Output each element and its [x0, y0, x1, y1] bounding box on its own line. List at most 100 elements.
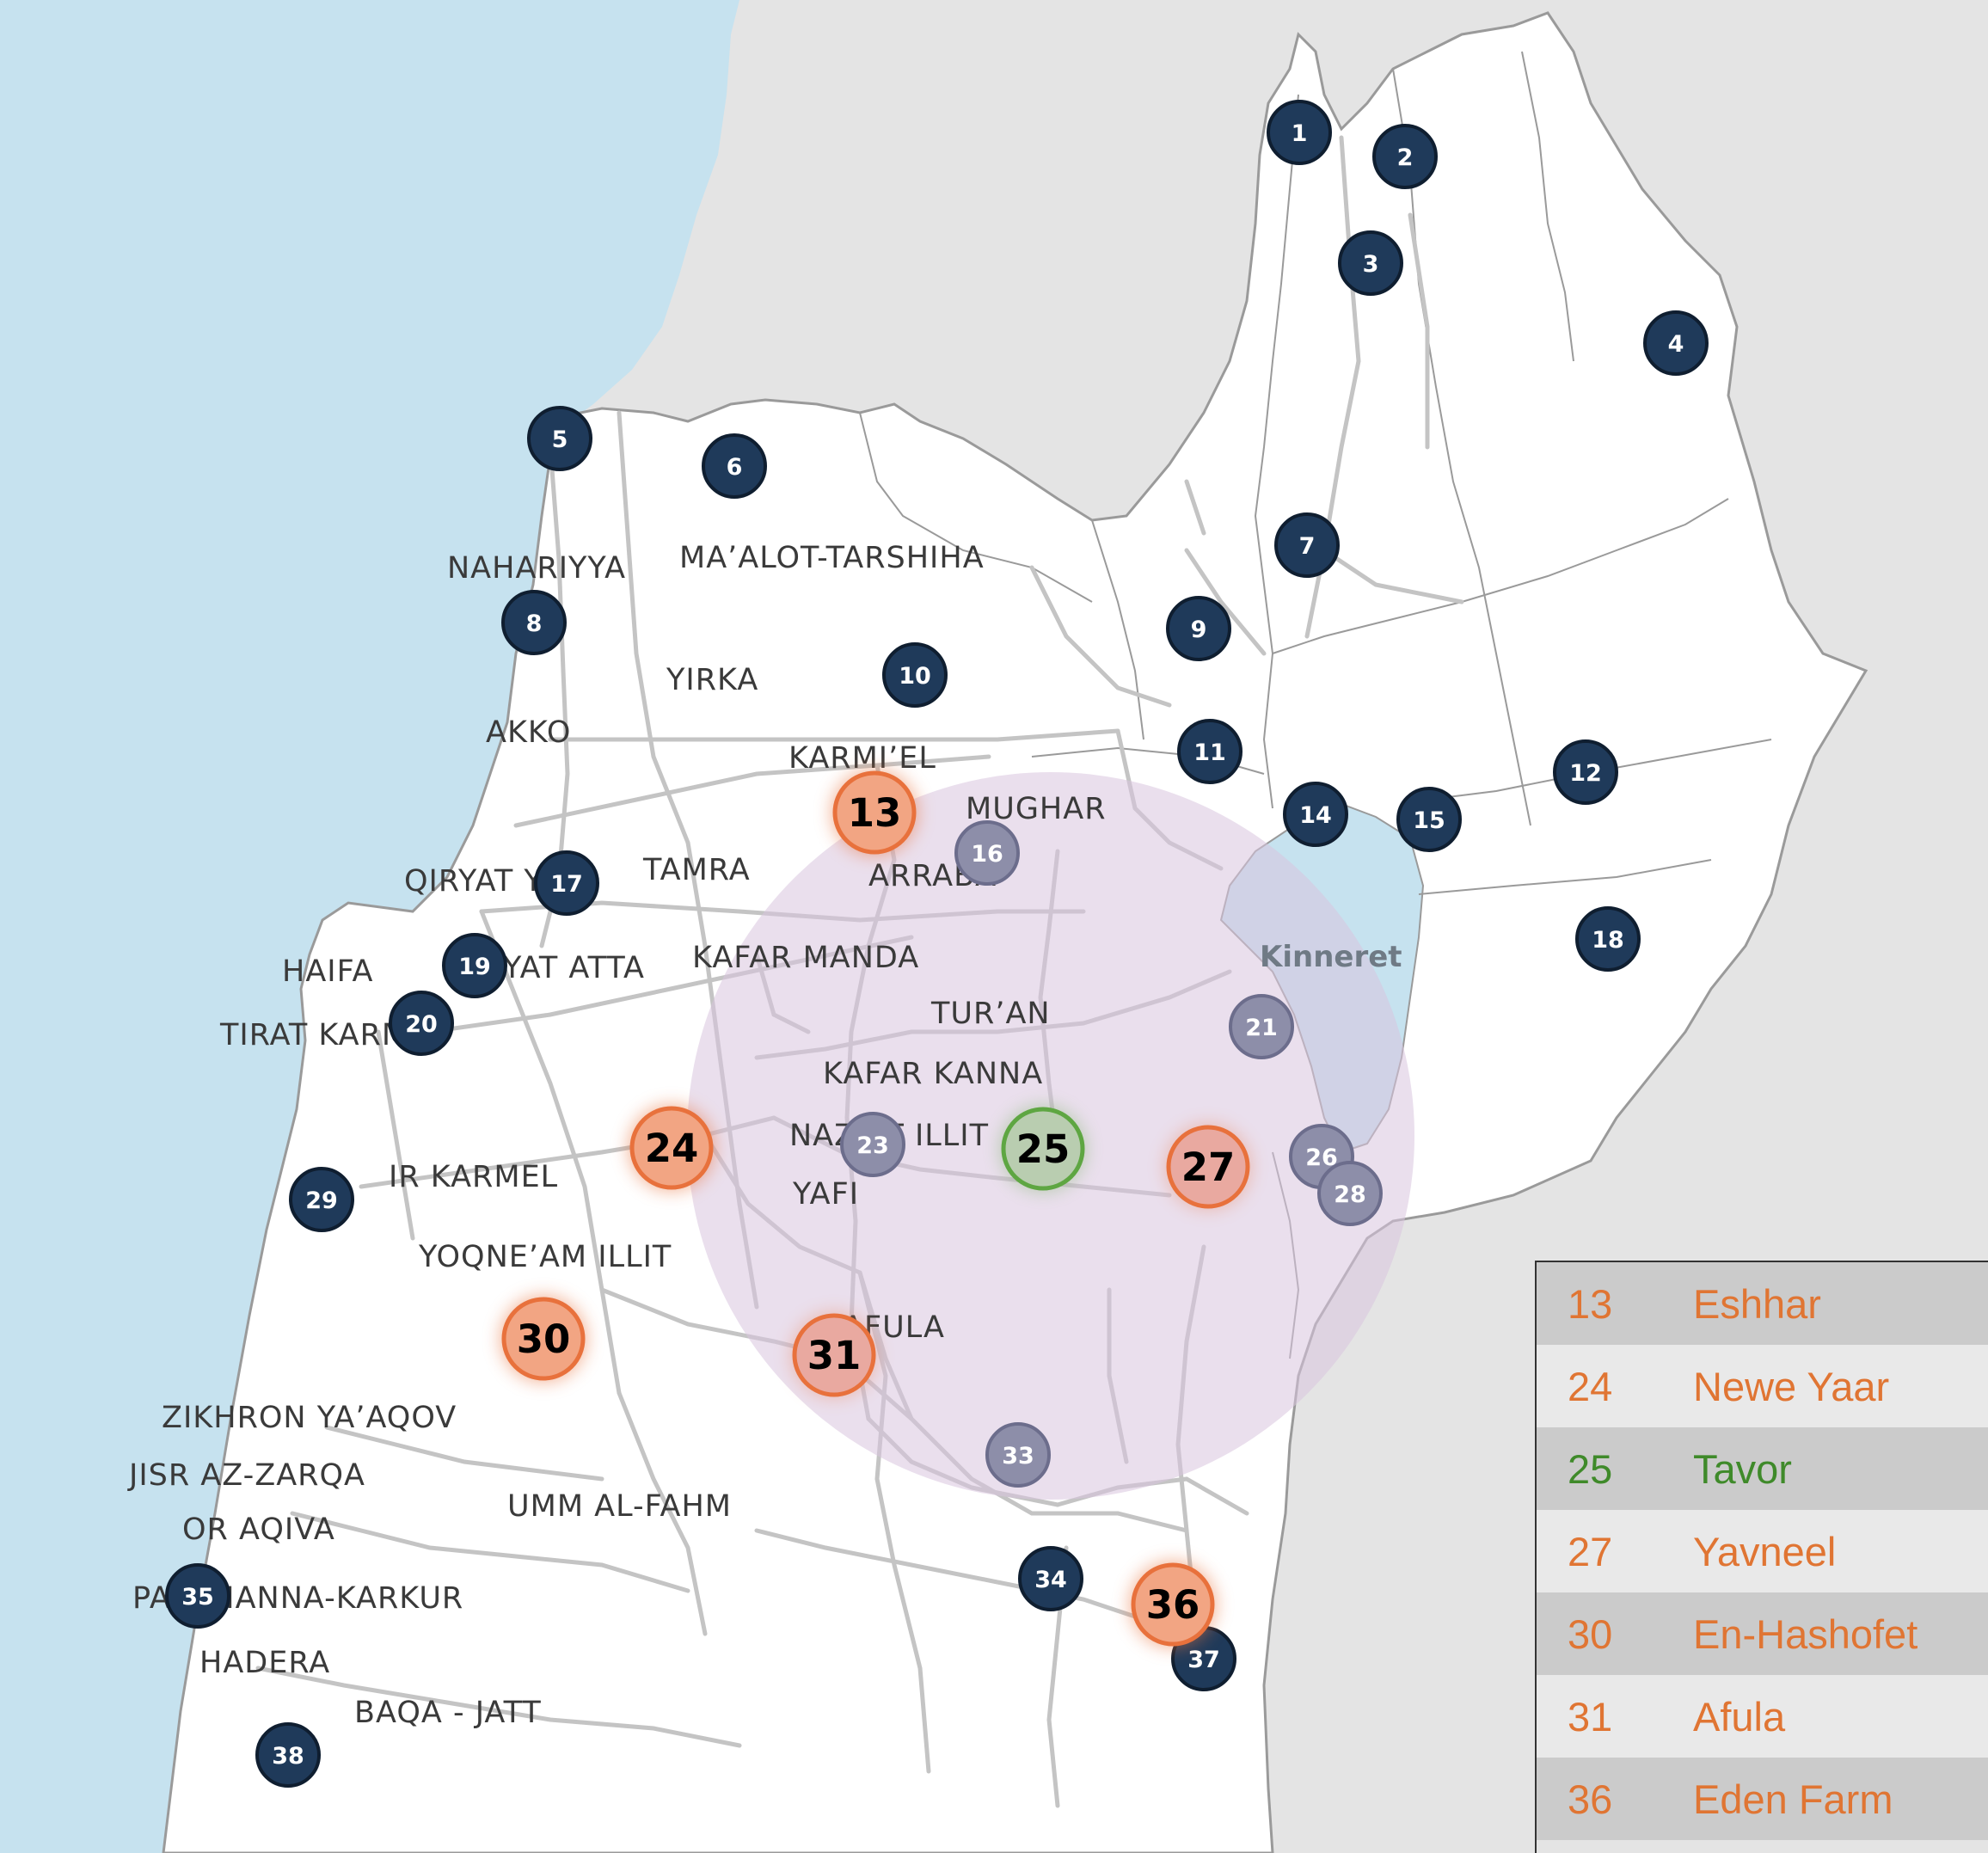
site-marker-14[interactable]: 14 — [1283, 782, 1348, 847]
site-marker-number: 1 — [1292, 120, 1308, 147]
site-marker-19[interactable]: 19 — [442, 933, 507, 998]
site-marker-20[interactable]: 20 — [389, 991, 454, 1056]
site-marker-circle — [527, 406, 592, 471]
site-marker-16[interactable]: 16 — [954, 820, 1020, 886]
site-marker-circle — [442, 933, 507, 998]
site-marker-number: 29 — [305, 1187, 338, 1214]
legend-table: 13 Eshhar 24 Newe Yaar 25 Tavor 27 Yavneel 30 En-… — [1535, 1261, 1988, 1853]
site-marker-11[interactable]: 11 — [1177, 719, 1242, 784]
legend-row: 25 Tavor — [1537, 1427, 1988, 1510]
highlighted-site-27[interactable]: 27 — [1165, 1124, 1251, 1210]
highlighted-site-13[interactable]: 13 — [831, 770, 917, 856]
legend-site-name: Afula — [1693, 1693, 1786, 1739]
site-marker-number: 20 — [405, 1011, 438, 1038]
legend-row: 30 En-Hashofet — [1537, 1592, 1988, 1675]
place-label-yoqneam: YOQNE’AM ILLIT — [418, 1240, 672, 1274]
site-marker-number: 12 — [1569, 760, 1602, 787]
site-marker-6[interactable]: 6 — [702, 433, 767, 499]
site-marker-number: 33 — [1002, 1443, 1034, 1470]
site-marker-number: 28 — [1334, 1181, 1366, 1208]
site-marker-circle — [882, 642, 948, 708]
place-label-karmiel: KARMI’EL — [788, 741, 936, 776]
site-marker-21[interactable]: 21 — [1229, 994, 1294, 1059]
site-marker-38[interactable]: 38 — [255, 1722, 321, 1788]
highlight-circle — [832, 770, 917, 855]
site-marker-35[interactable]: 35 — [165, 1563, 230, 1629]
site-marker-2[interactable]: 2 — [1372, 124, 1438, 189]
site-marker-circle — [985, 1422, 1051, 1488]
lake-label: Kinneret — [1260, 940, 1402, 974]
place-label-oraqiva: OR AQIVA — [182, 1512, 335, 1547]
legend-number: 24 — [1568, 1363, 1613, 1409]
site-marker-circle — [1338, 230, 1403, 296]
place-label-maalot: MA’ALOT-TARSHIHA — [679, 541, 985, 575]
place-label-yirka: YIRKA — [666, 663, 758, 697]
site-marker-number: 38 — [272, 1743, 304, 1770]
highlight-circle — [1001, 1107, 1085, 1191]
highlight-number: 30 — [517, 1316, 571, 1362]
site-marker-15[interactable]: 15 — [1396, 787, 1462, 852]
site-marker-18[interactable]: 18 — [1575, 906, 1641, 972]
highlight-number: 31 — [807, 1333, 862, 1378]
highlight-number: 25 — [1016, 1126, 1071, 1172]
legend-number: 25 — [1568, 1445, 1613, 1492]
site-marker-number: 18 — [1592, 927, 1624, 954]
site-marker-circle — [389, 991, 454, 1056]
site-marker-34[interactable]: 34 — [1018, 1546, 1083, 1611]
site-marker-7[interactable]: 7 — [1274, 512, 1340, 578]
site-marker-number: 10 — [899, 663, 931, 690]
place-label-haifa: HAIFA — [282, 954, 373, 989]
highlighted-site-30[interactable]: 30 — [500, 1296, 586, 1382]
site-marker-12[interactable]: 12 — [1553, 739, 1618, 805]
site-marker-number: 23 — [856, 1132, 889, 1159]
site-marker-28[interactable]: 28 — [1317, 1161, 1383, 1226]
place-label-hadera: HADERA — [199, 1646, 330, 1680]
sea — [0, 0, 739, 1853]
highlight-number: 27 — [1181, 1144, 1236, 1190]
place-labels: NAHARIYYA MA’ALOT-TARSHIHA YIRKA AKKO KARMI’… — [127, 541, 1106, 1730]
site-marker-number: 21 — [1245, 1015, 1278, 1041]
site-marker-circle — [1274, 512, 1340, 578]
site-marker-circle — [501, 590, 567, 655]
legend-number: 36 — [1568, 1776, 1613, 1822]
site-marker-23[interactable]: 23 — [840, 1112, 905, 1177]
place-label-akko: AKKO — [486, 715, 571, 750]
site-marker-17[interactable]: 17 — [534, 850, 599, 916]
site-marker-number: 14 — [1299, 802, 1332, 829]
site-marker-4[interactable]: 4 — [1643, 310, 1709, 376]
site-marker-9[interactable]: 9 — [1166, 596, 1231, 661]
site-marker-33[interactable]: 33 — [985, 1422, 1051, 1488]
highlight-number: 24 — [645, 1126, 699, 1171]
highlighted-sites[interactable]: 13 24 25 27 30 31 36 — [500, 770, 1251, 1647]
site-marker-10[interactable]: 10 — [882, 642, 948, 708]
place-label-baqa: BAQA - JATT — [354, 1696, 542, 1730]
place-label-jisr: JISR AZ-ZARQA — [127, 1458, 365, 1493]
legend-row: 36 Eden Farm — [1537, 1758, 1988, 1840]
legend-number: 31 — [1568, 1693, 1613, 1739]
legend-row: 27 Yavneel — [1537, 1510, 1988, 1592]
highlighted-site-36[interactable]: 36 — [1130, 1562, 1216, 1647]
place-label-nahariyya: NAHARIYYA — [447, 551, 626, 586]
highlighted-site-24[interactable]: 24 — [629, 1105, 715, 1191]
place-label-kafarkanna: KAFAR KANNA — [823, 1057, 1043, 1091]
place-label-zikhron: ZIKHRON YA’AQOV — [162, 1401, 457, 1435]
site-marker-3[interactable]: 3 — [1338, 230, 1403, 296]
highlight-circle — [1166, 1125, 1250, 1209]
site-marker-1[interactable]: 1 — [1267, 100, 1332, 165]
highlight-circle — [1131, 1562, 1215, 1647]
site-marker-circle — [702, 433, 767, 499]
legend-site-name: En-Hashofet — [1693, 1611, 1918, 1657]
site-marker-number: 19 — [458, 954, 491, 980]
site-marker-8[interactable]: 8 — [501, 590, 567, 655]
site-marker-number: 37 — [1187, 1647, 1220, 1673]
highlighted-site-25[interactable]: 25 — [1000, 1106, 1086, 1192]
place-label-tiratkarmel: TIRAT KARM — [219, 1018, 408, 1052]
site-marker-5[interactable]: 5 — [527, 406, 592, 471]
highlighted-site-31[interactable]: 31 — [791, 1312, 877, 1398]
legend-number: 27 — [1568, 1528, 1613, 1574]
site-marker-circle — [1267, 100, 1332, 165]
site-marker-circle — [165, 1563, 230, 1629]
site-marker-29[interactable]: 29 — [289, 1167, 354, 1232]
